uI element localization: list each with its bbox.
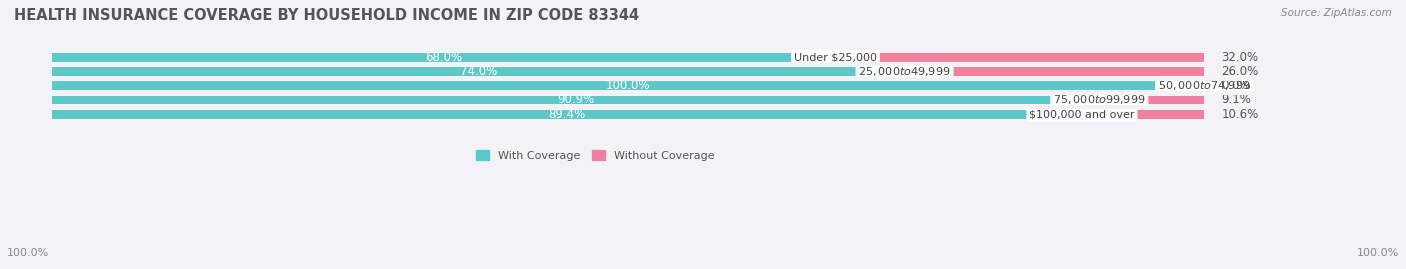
Bar [52, 110, 1083, 119]
Bar [52, 81, 1204, 90]
Bar [904, 67, 1204, 76]
Text: $100,000 and over: $100,000 and over [1029, 109, 1135, 119]
Text: 89.4%: 89.4% [548, 108, 586, 121]
Text: 100.0%: 100.0% [1357, 248, 1399, 258]
Bar [1083, 110, 1204, 119]
Text: 74.0%: 74.0% [460, 65, 496, 78]
Text: Source: ZipAtlas.com: Source: ZipAtlas.com [1281, 8, 1392, 18]
Text: Under $25,000: Under $25,000 [794, 52, 877, 62]
Bar [52, 110, 1204, 119]
Bar [1099, 95, 1204, 104]
Text: $50,000 to $74,999: $50,000 to $74,999 [1159, 79, 1250, 92]
Text: 26.0%: 26.0% [1222, 65, 1258, 78]
Text: 90.9%: 90.9% [557, 93, 595, 107]
Text: 10.6%: 10.6% [1222, 108, 1258, 121]
Text: 68.0%: 68.0% [425, 51, 463, 64]
Legend: With Coverage, Without Coverage: With Coverage, Without Coverage [475, 150, 714, 161]
Bar [52, 81, 1204, 90]
Text: 100.0%: 100.0% [606, 79, 651, 92]
Text: 9.1%: 9.1% [1222, 93, 1251, 107]
Text: 100.0%: 100.0% [7, 248, 49, 258]
Text: HEALTH INSURANCE COVERAGE BY HOUSEHOLD INCOME IN ZIP CODE 83344: HEALTH INSURANCE COVERAGE BY HOUSEHOLD I… [14, 8, 640, 23]
Bar [52, 53, 835, 62]
Bar [52, 95, 1099, 104]
Bar [52, 67, 1204, 76]
Bar [52, 95, 1204, 104]
Bar [52, 67, 904, 76]
Text: $25,000 to $49,999: $25,000 to $49,999 [858, 65, 950, 78]
Bar [52, 53, 1204, 62]
Text: 0.0%: 0.0% [1222, 79, 1251, 92]
Text: 32.0%: 32.0% [1222, 51, 1258, 64]
Text: $75,000 to $99,999: $75,000 to $99,999 [1053, 93, 1146, 107]
Bar [835, 53, 1204, 62]
